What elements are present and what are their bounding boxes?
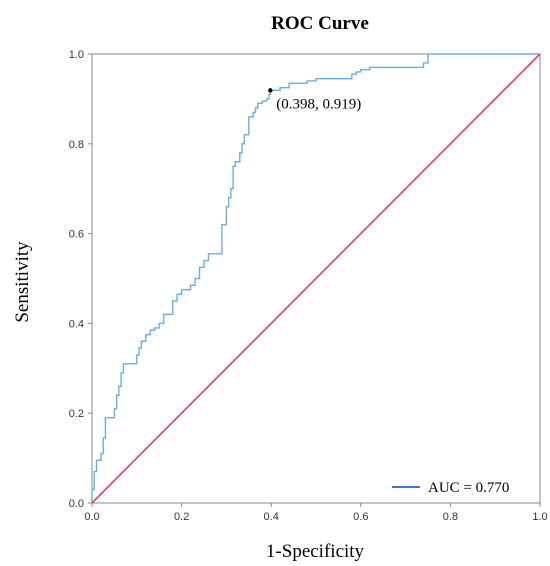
x-tick-label: 0.2 <box>174 511 189 523</box>
roc-curve-line <box>91 53 540 503</box>
reference-diagonal-line <box>91 53 541 504</box>
y-axis-label: Sensitivity <box>12 241 33 323</box>
x-tick-label: 0.4 <box>264 511 279 523</box>
legend-label: AUC = 0.770 <box>428 480 509 496</box>
y-axis-ticks: 0.0 0.2 0.4 0.6 0.8 1.0 <box>69 49 92 510</box>
y-tick-label: 0.2 <box>69 408 84 420</box>
x-tick-label: 0.6 <box>353 511 368 523</box>
annotation-layer: (0.398, 0.919) <box>268 88 361 112</box>
series-layer <box>91 53 541 504</box>
optimal-cutoff-label: (0.398, 0.919) <box>276 96 361 112</box>
x-axis-ticks: 0.0 0.2 0.4 0.6 0.8 1.0 <box>84 503 548 523</box>
y-tick-label: 0.6 <box>69 229 84 241</box>
optimal-cutoff-point <box>268 88 273 93</box>
plot-area: 0.0 0.2 0.4 0.6 0.8 1.0 0.0 0.2 0.4 0.6 0.8 1.0 (0… <box>69 49 548 523</box>
y-tick-label: 0.0 <box>69 498 84 510</box>
chart-title: ROC Curve <box>271 13 369 34</box>
y-tick-label: 1.0 <box>69 49 84 61</box>
y-tick-label: 0.8 <box>69 139 84 151</box>
legend: AUC = 0.770 <box>392 480 509 496</box>
x-tick-label: 0.8 <box>443 511 458 523</box>
x-axis-label: 1-Specificity <box>266 541 365 562</box>
y-tick-label: 0.4 <box>69 318 84 330</box>
x-tick-label: 0.0 <box>84 511 99 523</box>
x-tick-label: 1.0 <box>532 511 547 523</box>
